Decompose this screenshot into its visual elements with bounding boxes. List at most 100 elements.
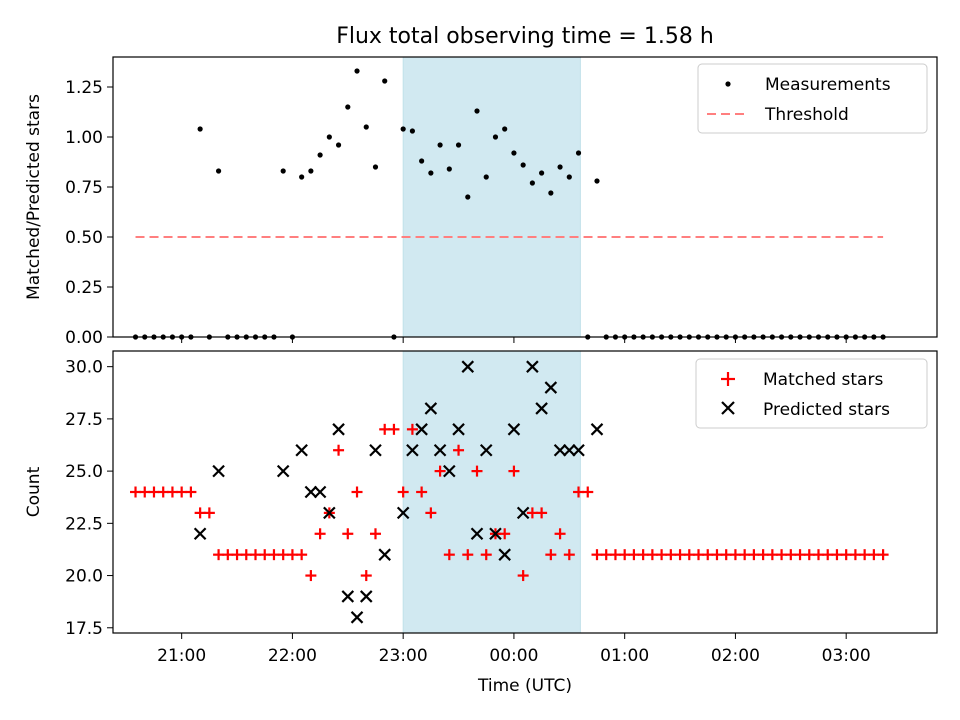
measurement-point bbox=[492, 134, 499, 140]
y-tick-label: 0.50 bbox=[65, 228, 103, 248]
predicted-star-point bbox=[359, 590, 373, 603]
measurement-point bbox=[326, 134, 332, 140]
matched-star-point bbox=[342, 528, 354, 540]
x-tick-label: 01:00 bbox=[600, 646, 649, 666]
predicted-star-point bbox=[461, 360, 475, 373]
predicted-star-point bbox=[406, 443, 419, 457]
matched-star-point bbox=[812, 549, 824, 561]
predicted-star-point bbox=[415, 423, 428, 436]
matched-star-point bbox=[222, 549, 234, 561]
matched-star-point bbox=[148, 486, 160, 498]
measurement-point bbox=[548, 190, 554, 196]
predicted-star-point bbox=[323, 506, 336, 520]
matched-star-point bbox=[157, 486, 169, 498]
matched-star-point bbox=[729, 549, 741, 561]
bottom-panel: 17.5 20.0 22.5 25.0 27.5 30.0 21:00 22:00 23:00… bbox=[24, 350, 938, 696]
matched-star-point bbox=[268, 549, 280, 561]
measurement-point bbox=[317, 152, 323, 158]
matched-star-point bbox=[176, 486, 188, 498]
top-axes-frame bbox=[112, 56, 938, 338]
matched-star-point bbox=[859, 549, 871, 561]
matched-star-point bbox=[333, 444, 345, 456]
bottom-x-ticks: 21:00 22:00 23:00 00:00 01:00 02:00 03:00 bbox=[157, 633, 871, 666]
bottom-axes-frame bbox=[112, 350, 938, 634]
matched-star-point bbox=[693, 549, 705, 561]
measurement-point bbox=[215, 168, 222, 174]
legend-predicted-marker bbox=[721, 401, 735, 415]
predicted-star-point bbox=[535, 402, 548, 415]
matched-star-point bbox=[443, 549, 455, 561]
predicted-star-point bbox=[452, 423, 465, 436]
y-tick-label: 0.00 bbox=[65, 328, 103, 348]
matched-star-point bbox=[849, 549, 861, 561]
predicted-star-point bbox=[396, 506, 410, 520]
measurement-point bbox=[400, 126, 406, 132]
matched-star-point bbox=[794, 549, 806, 561]
matched-star-point bbox=[130, 486, 142, 498]
predicted-star-point bbox=[295, 443, 308, 457]
matched-star-point bbox=[545, 549, 557, 561]
legend-measurements-marker bbox=[725, 81, 731, 87]
measurement-point bbox=[308, 168, 314, 174]
predicted-star-point bbox=[424, 402, 438, 415]
measurement-point bbox=[428, 170, 434, 176]
matched-star-point bbox=[637, 549, 649, 561]
y-tick-label: 25.0 bbox=[65, 462, 103, 482]
matched-star-point bbox=[250, 549, 262, 561]
matched-star-point bbox=[674, 549, 686, 561]
measurement-point bbox=[354, 68, 360, 74]
measurement-point bbox=[539, 170, 545, 176]
measurement-point bbox=[345, 104, 351, 110]
matched-star-point bbox=[840, 549, 852, 561]
measurement-point bbox=[409, 128, 416, 134]
bottom-y-axis-label: Count bbox=[24, 466, 44, 517]
measurement-point bbox=[529, 180, 535, 186]
predicted-star-point bbox=[378, 548, 391, 561]
matched-star-point bbox=[766, 549, 778, 561]
matched-star-point bbox=[665, 549, 677, 561]
measurement-point bbox=[566, 174, 572, 180]
predicted-star-point bbox=[470, 527, 484, 541]
matched-star-point bbox=[785, 549, 797, 561]
predicted-star-point bbox=[553, 443, 567, 457]
bottom-shaded-span bbox=[402, 350, 581, 634]
measurement-point bbox=[483, 174, 489, 180]
matched-star-point bbox=[526, 507, 538, 519]
matched-star-point bbox=[517, 570, 529, 582]
matched-star-point bbox=[702, 549, 714, 561]
matched-star-point bbox=[720, 549, 732, 561]
measurement-point bbox=[465, 194, 471, 200]
top-legend-box bbox=[697, 63, 928, 134]
predicted-star-point bbox=[516, 506, 530, 520]
measurement-point bbox=[557, 164, 563, 170]
bottom-y-ticks: 17.5 20.0 22.5 25.0 27.5 30.0 bbox=[65, 358, 113, 639]
measurement-point bbox=[455, 142, 462, 148]
x-tick-label: 03:00 bbox=[822, 646, 871, 666]
measurement-point bbox=[197, 126, 203, 132]
predicted-star-point bbox=[544, 381, 558, 394]
matched-star-point bbox=[877, 549, 889, 561]
predicted-star-point bbox=[479, 443, 493, 457]
top-y-axis-label: Matched/Predicted stars bbox=[24, 94, 44, 300]
predicted-star-point bbox=[590, 423, 604, 436]
predicted-star-point bbox=[341, 590, 355, 603]
chart-title: Flux total observing time = 1.58 h bbox=[336, 24, 714, 49]
matched-star-point bbox=[499, 528, 511, 540]
matched-star-point bbox=[425, 507, 437, 519]
matched-star-point bbox=[619, 549, 631, 561]
predicted-star-point bbox=[563, 443, 576, 457]
y-tick-label: 27.5 bbox=[65, 410, 103, 430]
measurement-point bbox=[363, 124, 369, 130]
matched-star-point bbox=[803, 549, 815, 561]
legend-measurements-label: Measurements bbox=[765, 75, 891, 95]
matched-star-point bbox=[213, 549, 225, 561]
matched-star-point bbox=[831, 549, 843, 561]
bottom-legend-box bbox=[695, 358, 928, 429]
y-tick-label: 30.0 bbox=[65, 358, 103, 378]
x-tick-label: 21:00 bbox=[157, 646, 206, 666]
matched-star-point bbox=[646, 549, 658, 561]
predicted-star-point bbox=[304, 485, 318, 499]
matched-star-point bbox=[453, 444, 465, 456]
matched-star-point bbox=[536, 507, 548, 519]
predicted-stars-points bbox=[193, 360, 604, 624]
